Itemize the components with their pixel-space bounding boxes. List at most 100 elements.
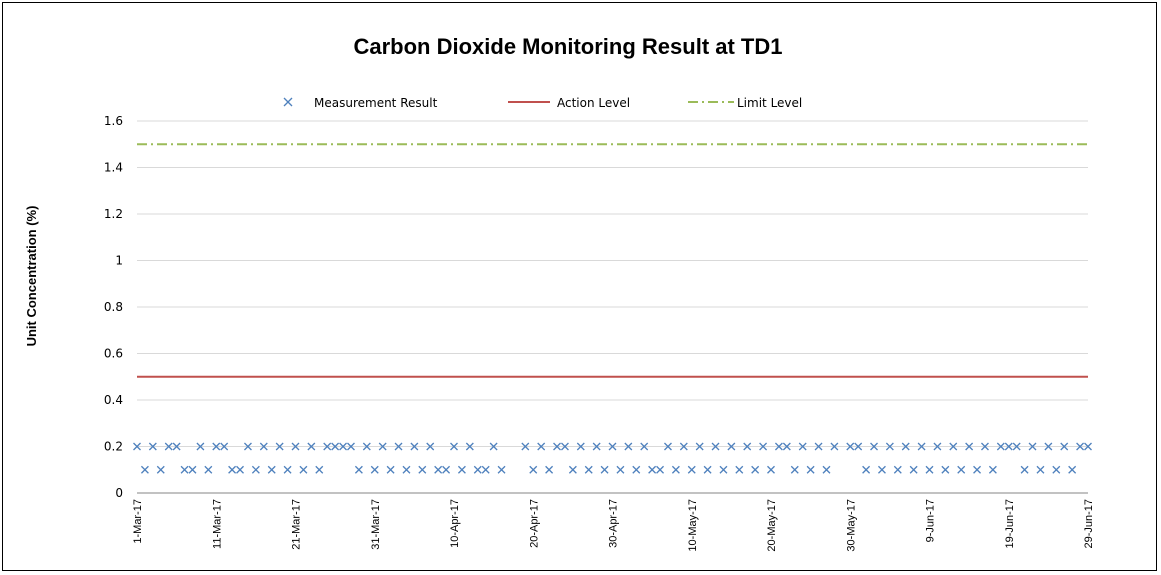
y-tick-label: 0.4 [104, 393, 123, 407]
measurement-point [481, 465, 490, 474]
measurement-points [133, 442, 1092, 474]
measurement-point [608, 442, 617, 451]
measurement-point [1012, 442, 1021, 451]
measurement-point [426, 442, 435, 451]
measurement-point [1020, 465, 1029, 474]
measurement-point [204, 465, 213, 474]
x-tick-label: 31-Mar-17 [370, 499, 382, 550]
measurement-point [592, 442, 601, 451]
measurement-point [228, 465, 237, 474]
measurement-point [196, 442, 205, 451]
measurement-point [1068, 465, 1077, 474]
measurement-point [148, 442, 157, 451]
measurement-point [497, 465, 506, 474]
measurement-point [885, 442, 894, 451]
measurement-point [909, 465, 918, 474]
measurement-point [172, 442, 181, 451]
measurement-point [1076, 442, 1085, 451]
measurement-point [378, 442, 387, 451]
measurement-point [616, 465, 625, 474]
measurement-point [133, 442, 141, 451]
measurement-point [140, 465, 149, 474]
measurement-point [1004, 442, 1013, 451]
measurement-point [941, 465, 950, 474]
measurement-point [267, 465, 276, 474]
measurement-point [703, 465, 712, 474]
measurement-point [576, 442, 585, 451]
measurement-point [743, 442, 752, 451]
y-tick-label: 0.6 [104, 347, 123, 361]
measurement-point [402, 465, 411, 474]
measurement-point [283, 465, 292, 474]
measurement-point [529, 465, 538, 474]
measurement-point [291, 442, 300, 451]
measurement-point [386, 465, 395, 474]
measurement-point [243, 442, 252, 451]
measurement-point [735, 465, 744, 474]
measurement-point [727, 442, 736, 451]
y-tick-label: 1.2 [104, 207, 123, 221]
x-tick-label: 20-Apr-17 [528, 499, 540, 548]
measurement-point [164, 442, 173, 451]
measurement-point [893, 465, 902, 474]
measurement-point [949, 442, 958, 451]
measurement-point [988, 465, 997, 474]
measurement-point [901, 442, 910, 451]
x-tick-label: 11-Mar-17 [211, 499, 223, 549]
measurement-point [339, 442, 348, 451]
measurement-point [259, 442, 268, 451]
measurement-point [418, 465, 427, 474]
legend-label-action: Action Level [557, 96, 630, 110]
measurement-point [759, 442, 768, 451]
reference-lines [137, 143, 1088, 378]
measurement-point [220, 442, 229, 451]
measurement-point [1084, 442, 1092, 451]
measurement-point [877, 465, 886, 474]
measurement-point [640, 442, 649, 451]
measurement-point [315, 465, 324, 474]
y-tick-labels: 0 0.2 0.4 0.6 0.8 1 1.2 1.4 1.6 [104, 114, 123, 500]
measurement-point [830, 442, 839, 451]
measurement-point [996, 442, 1005, 451]
x-tick-label: 20-May-17 [766, 499, 778, 552]
measurement-point [870, 442, 878, 451]
measurement-point [251, 465, 260, 474]
y-tick-label: 0 [115, 486, 123, 500]
measurement-point [1060, 442, 1069, 451]
measurement-point [751, 465, 760, 474]
measurement-point [331, 442, 340, 451]
measurement-point [457, 465, 466, 474]
measurement-point [767, 465, 775, 474]
x-tick-label: 21-Mar-17 [291, 499, 303, 550]
measurement-point [814, 442, 823, 451]
measurement-point [553, 442, 561, 451]
legend: Measurement Result Action Level Limit Le… [283, 96, 802, 110]
measurement-point [1044, 442, 1053, 451]
measurement-point [370, 465, 379, 474]
measurement-point [275, 442, 284, 451]
measurement-point [656, 465, 665, 474]
measurement-point [450, 442, 458, 451]
measurement-point [917, 442, 926, 451]
y-tick-label: 1 [115, 254, 123, 268]
y-axis-label: Unit Concentration (%) [24, 206, 39, 347]
measurement-point [323, 442, 332, 451]
measurement-point [560, 442, 569, 451]
measurement-point [307, 442, 316, 451]
y-tick-label: 1.6 [104, 114, 123, 128]
measurement-point [806, 465, 815, 474]
measurement-point [600, 465, 609, 474]
measurement-point [236, 465, 244, 474]
x-tick-label: 19-Jun-17 [1004, 499, 1016, 549]
measurement-point [925, 465, 934, 474]
measurement-point [664, 442, 672, 451]
measurement-point [584, 465, 593, 474]
measurement-point [624, 442, 633, 451]
measurement-point [687, 465, 696, 474]
measurement-point [410, 442, 419, 451]
measurement-point [679, 442, 688, 451]
measurement-point [188, 465, 197, 474]
measurement-point [862, 465, 871, 474]
measurement-point [711, 442, 720, 451]
